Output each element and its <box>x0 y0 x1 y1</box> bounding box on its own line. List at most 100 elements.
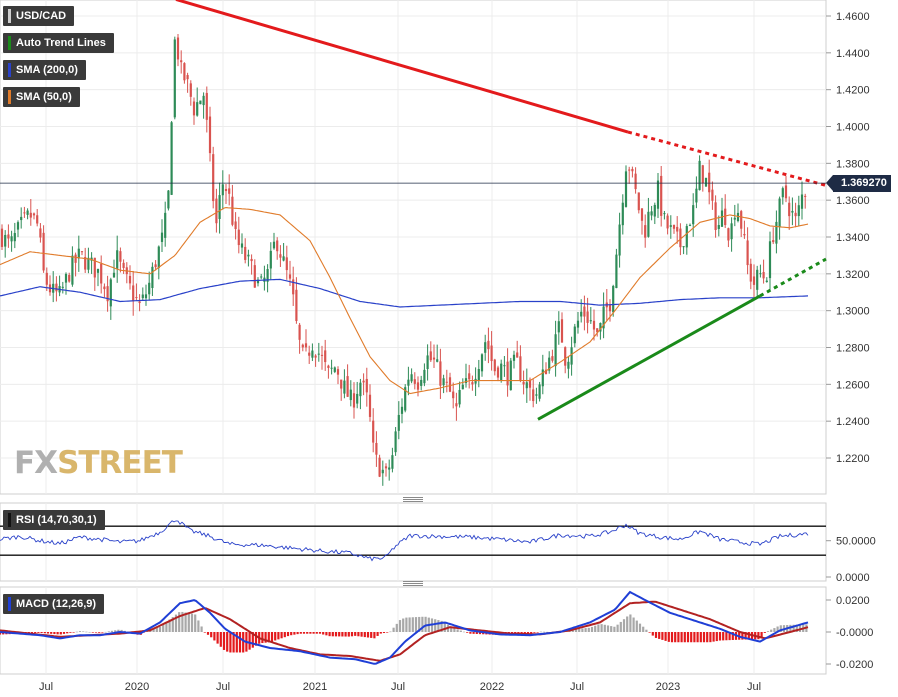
macd-histogram-bar <box>248 632 251 650</box>
macd-histogram-bar <box>760 632 763 638</box>
macd-histogram-bar <box>200 626 203 632</box>
candle-body <box>343 380 346 394</box>
macd-histogram-bar <box>286 632 290 637</box>
candle-body <box>244 246 247 260</box>
macd-histogram-bar <box>603 624 606 632</box>
candle-body <box>116 250 119 269</box>
candle-body <box>0 228 4 247</box>
macd-histogram-bar <box>120 629 123 632</box>
legend-rsi[interactable]: RSI (14,70,30,1) <box>3 510 105 530</box>
macd-histogram-bar <box>443 621 446 632</box>
candle-body <box>80 251 84 253</box>
swatch <box>8 36 11 50</box>
macd-histogram-bar <box>763 632 766 633</box>
candle-body <box>637 192 640 211</box>
legend-macd[interactable]: MACD (12,26,9) <box>3 594 105 614</box>
candle-body <box>304 343 308 348</box>
candle-body <box>615 254 618 289</box>
macd-histogram-bar <box>674 632 677 643</box>
candle-body <box>7 234 10 239</box>
resistance-trendline <box>175 0 629 134</box>
macd-histogram-bar <box>78 631 82 632</box>
candle-body <box>794 212 797 217</box>
candle-body <box>509 360 512 391</box>
pane-resize-handle-rsi[interactable] <box>403 497 423 502</box>
y-tick-label: 50.0000 <box>836 536 876 548</box>
macd-histogram-bar <box>309 632 312 634</box>
macd-histogram-bar <box>664 632 667 641</box>
macd-line <box>0 590 809 665</box>
macd-histogram-bar <box>440 620 443 632</box>
candle-body <box>253 265 256 288</box>
macd-histogram-bar <box>206 632 210 635</box>
candle-body <box>557 321 560 333</box>
candle-body <box>333 367 336 372</box>
y-tick-label: -0.0200 <box>836 659 873 671</box>
legend-rsi-label: RSI (14,70,30,1) <box>16 514 97 526</box>
macd-histogram-bar <box>709 632 712 643</box>
candle-body <box>407 379 410 386</box>
candle-body <box>432 357 436 360</box>
candle-body <box>676 226 679 232</box>
macd-histogram-bar <box>235 632 238 653</box>
macd-histogram-bar <box>34 632 37 634</box>
macd-histogram-bar <box>104 631 107 633</box>
macd-histogram-bar <box>174 614 178 632</box>
x-tick-label: 2023 <box>656 681 680 693</box>
candle-body <box>148 282 151 295</box>
candle-body <box>298 324 301 340</box>
macd-histogram-bar <box>107 631 110 632</box>
x-tick-label: Jul <box>747 681 761 693</box>
macd-histogram-bar <box>597 624 600 632</box>
macd-histogram-bar <box>334 632 338 637</box>
candle-body <box>64 273 68 283</box>
macd-histogram-bar <box>587 627 590 632</box>
y-tick-label: 1.3600 <box>836 195 870 207</box>
candle-body <box>474 378 477 384</box>
support-trendline <box>537 294 761 421</box>
candle-body <box>567 361 570 369</box>
legend-sma200[interactable]: SMA (200,0) <box>3 60 86 80</box>
candle-body <box>522 381 525 385</box>
candle-body <box>359 382 362 397</box>
macd-histogram-bar <box>421 616 424 632</box>
macd-histogram-bar <box>392 627 395 632</box>
rsi-pane <box>0 502 827 582</box>
y-tick-label: 1.4000 <box>836 122 870 134</box>
candle-body <box>634 173 637 190</box>
candle-body <box>183 63 186 81</box>
rsi-line <box>0 520 809 562</box>
macd-histogram-bar <box>46 632 50 634</box>
candle-body <box>378 457 381 477</box>
macd-histogram-bar <box>779 625 782 632</box>
candle-body <box>199 100 202 105</box>
legend-trend-lines[interactable]: Auto Trend Lines <box>3 33 114 53</box>
sma200-line <box>0 278 809 308</box>
macd-histogram-bar <box>62 632 66 634</box>
y-tick-label: 1.3400 <box>836 232 870 244</box>
legend-instrument[interactable]: USD/CAD <box>3 6 75 26</box>
candle-body <box>596 328 599 333</box>
macd-histogram-bar <box>402 618 405 632</box>
legend-sma50[interactable]: SMA (50,0) <box>3 87 80 107</box>
macd-histogram-bar <box>418 616 421 632</box>
candle-body <box>740 211 743 229</box>
watermark-fx: FX <box>14 445 58 481</box>
macd-histogram-bar <box>616 624 619 632</box>
macd-signal-line <box>0 600 809 662</box>
macd-histogram-bar <box>181 611 184 632</box>
candle-body <box>372 420 375 443</box>
candle-body <box>746 240 749 266</box>
x-tick-label: 2022 <box>480 681 504 693</box>
macd-histogram-bar <box>379 632 382 634</box>
macd-histogram-bar <box>702 632 706 643</box>
macd-histogram-bar <box>626 616 629 632</box>
macd-histogram-bar <box>53 632 56 635</box>
pane-resize-handle-macd[interactable] <box>403 581 423 586</box>
candle-body <box>503 365 506 367</box>
macd-histogram-bar <box>254 632 258 646</box>
macd-histogram-bar <box>312 632 315 634</box>
candle-body <box>384 466 388 469</box>
candle-body <box>711 189 714 201</box>
candle-body <box>656 180 660 209</box>
